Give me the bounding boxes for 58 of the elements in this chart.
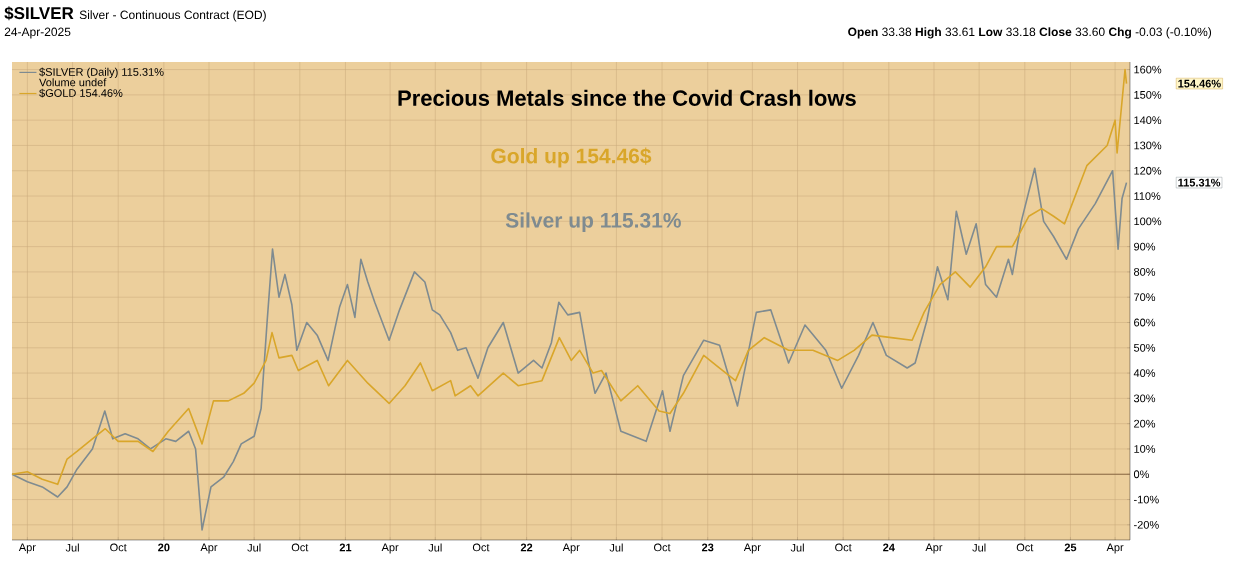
y-tick-label: -20%	[1134, 520, 1159, 529]
x-tick-label: 22	[520, 543, 533, 552]
y-tick-label: 10%	[1134, 445, 1156, 453]
annotation: Volume undef	[39, 78, 107, 87]
text: Precious Metals since the Covid Crash lows	[398, 89, 856, 106]
legend-label: $SILVER (Daily) 115.31%	[39, 67, 164, 78]
y-tick-label: 90%	[1134, 242, 1156, 251]
legend-label: $GOLD 154.46%	[39, 88, 123, 98]
x-tick-label: Apr	[562, 543, 580, 554]
annotation: Gold up 154.46$	[491, 147, 652, 168]
y-tick-label: 40%	[1133, 369, 1156, 377]
x-tick-label: Jul	[65, 543, 79, 552]
y-tick-label: 0%	[1133, 470, 1150, 479]
x-tick-label: Jul	[428, 543, 442, 552]
x-tick-label: Jul	[790, 543, 804, 552]
y-tick-label: 160%	[1134, 65, 1162, 74]
y-tick-label: 150%	[1134, 90, 1162, 99]
x-tick-label: Oct	[291, 543, 309, 552]
y-tick-label: 50%	[1133, 343, 1156, 352]
x-tick-label: Jul	[972, 543, 986, 552]
x-tick-label: Apr	[18, 543, 36, 554]
x-tick-label: Oct	[110, 543, 127, 552]
x-tick-label: 25	[1064, 543, 1077, 552]
y-tick-label: 70%	[1134, 293, 1156, 302]
x-tick-label: Apr	[381, 543, 399, 554]
text: Silver - Continuous Contract (EOD)	[79, 10, 266, 22]
x-tick-label: Jul	[247, 543, 261, 552]
y-tick-label: 140%	[1134, 116, 1162, 125]
x-tick-label: 21	[339, 543, 352, 552]
text: $SILVER	[4, 6, 74, 21]
y-tick-label: 20%	[1134, 419, 1156, 428]
line-series	[11, 167, 1128, 531]
x-tick-label: Oct	[472, 543, 490, 552]
line-series	[11, 68, 1128, 486]
y-tick-label: 30%	[1133, 394, 1156, 403]
x-tick-label: Oct	[1016, 543, 1034, 552]
x-tick-label: 24	[883, 543, 895, 552]
y-tick-label: 120%	[1134, 166, 1162, 175]
y-tick-label: 80%	[1133, 268, 1156, 276]
y-tick-label: 130%	[1134, 141, 1162, 150]
text: 154.46%	[1178, 79, 1221, 88]
y-tick-label: 100%	[1134, 217, 1162, 226]
text: Open 33.38 High 33.61 Low 33.18 Close 33.60 Chg -0.03 (-0.10%)	[848, 27, 1212, 39]
x-tick-label: Apr	[1106, 543, 1124, 554]
x-tick-label: Apr	[925, 543, 943, 554]
text: 115.31%	[1178, 178, 1221, 187]
x-tick-label: Oct	[835, 543, 852, 552]
y-tick-label: 60%	[1134, 318, 1156, 327]
x-tick-label: Apr	[200, 543, 218, 554]
x-tick-label: 23	[701, 543, 714, 552]
y-tick-label: 110%	[1134, 192, 1161, 200]
annotation: Silver up 115.31%	[505, 212, 681, 232]
x-tick-label: 20	[158, 543, 170, 552]
x-tick-label: Jul	[609, 543, 623, 552]
text: 24-Apr-2025	[4, 27, 71, 39]
x-tick-label: Apr	[743, 543, 761, 554]
y-tick-label: -10%	[1134, 495, 1159, 504]
x-tick-label: Oct	[654, 543, 671, 552]
